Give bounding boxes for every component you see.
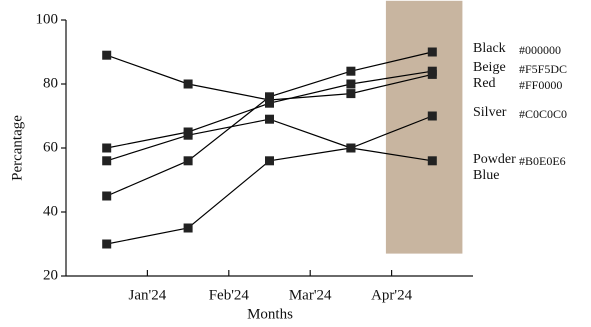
series-marker xyxy=(183,130,193,140)
y-axis-label: Percantage xyxy=(9,115,25,181)
series-line xyxy=(106,51,433,197)
series-marker xyxy=(265,156,274,166)
series-marker xyxy=(265,95,274,105)
series-marker xyxy=(102,239,112,249)
series-marker xyxy=(427,69,437,79)
legend-name: Red xyxy=(473,76,496,91)
series-line xyxy=(106,118,433,162)
x-axis-label: Months xyxy=(247,306,293,322)
x-tick-label: Feb'24 xyxy=(209,287,250,303)
highlight-band xyxy=(385,0,463,254)
y-tick-label: 20 xyxy=(43,267,58,283)
series-marker xyxy=(102,143,112,153)
legend-name: Powder Blue xyxy=(473,152,516,183)
legend-name: Silver xyxy=(473,105,507,120)
series-marker xyxy=(346,79,356,89)
series-marker xyxy=(346,143,356,153)
series-marker xyxy=(427,156,437,166)
series-marker xyxy=(102,156,112,166)
series-line xyxy=(106,115,433,245)
series-marker xyxy=(346,89,356,99)
series-marker xyxy=(427,111,437,121)
y-tick-label: 80 xyxy=(43,75,58,91)
y-tick-label: 60 xyxy=(43,139,58,155)
legend-code: #FF0000 xyxy=(519,78,563,92)
series-marker xyxy=(183,223,193,233)
x-tick-label: Jan'24 xyxy=(129,287,167,303)
series-marker xyxy=(346,66,356,76)
series-marker xyxy=(265,114,274,124)
series-marker xyxy=(102,50,112,60)
series-line xyxy=(106,70,433,149)
y-tick-label: 100 xyxy=(36,11,59,27)
legend-name: Beige xyxy=(473,60,506,75)
x-tick-label: Apr'24 xyxy=(371,287,413,303)
series-marker xyxy=(183,79,193,89)
series-marker xyxy=(183,156,193,166)
legend-code: #000000 xyxy=(519,43,561,57)
y-tick-label: 40 xyxy=(43,203,58,219)
legend-code: #C0C0C0 xyxy=(519,107,568,121)
series-marker xyxy=(102,191,112,201)
x-tick-label: Mar'24 xyxy=(289,287,332,303)
series-marker xyxy=(427,47,437,57)
legend-code: #B0E0E6 xyxy=(519,154,566,168)
legend-code: #F5F5DC xyxy=(519,62,568,76)
legend-name: Black xyxy=(473,41,506,56)
